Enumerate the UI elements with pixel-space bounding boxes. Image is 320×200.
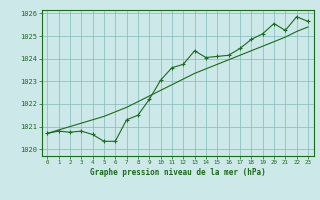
X-axis label: Graphe pression niveau de la mer (hPa): Graphe pression niveau de la mer (hPa)	[90, 168, 266, 177]
